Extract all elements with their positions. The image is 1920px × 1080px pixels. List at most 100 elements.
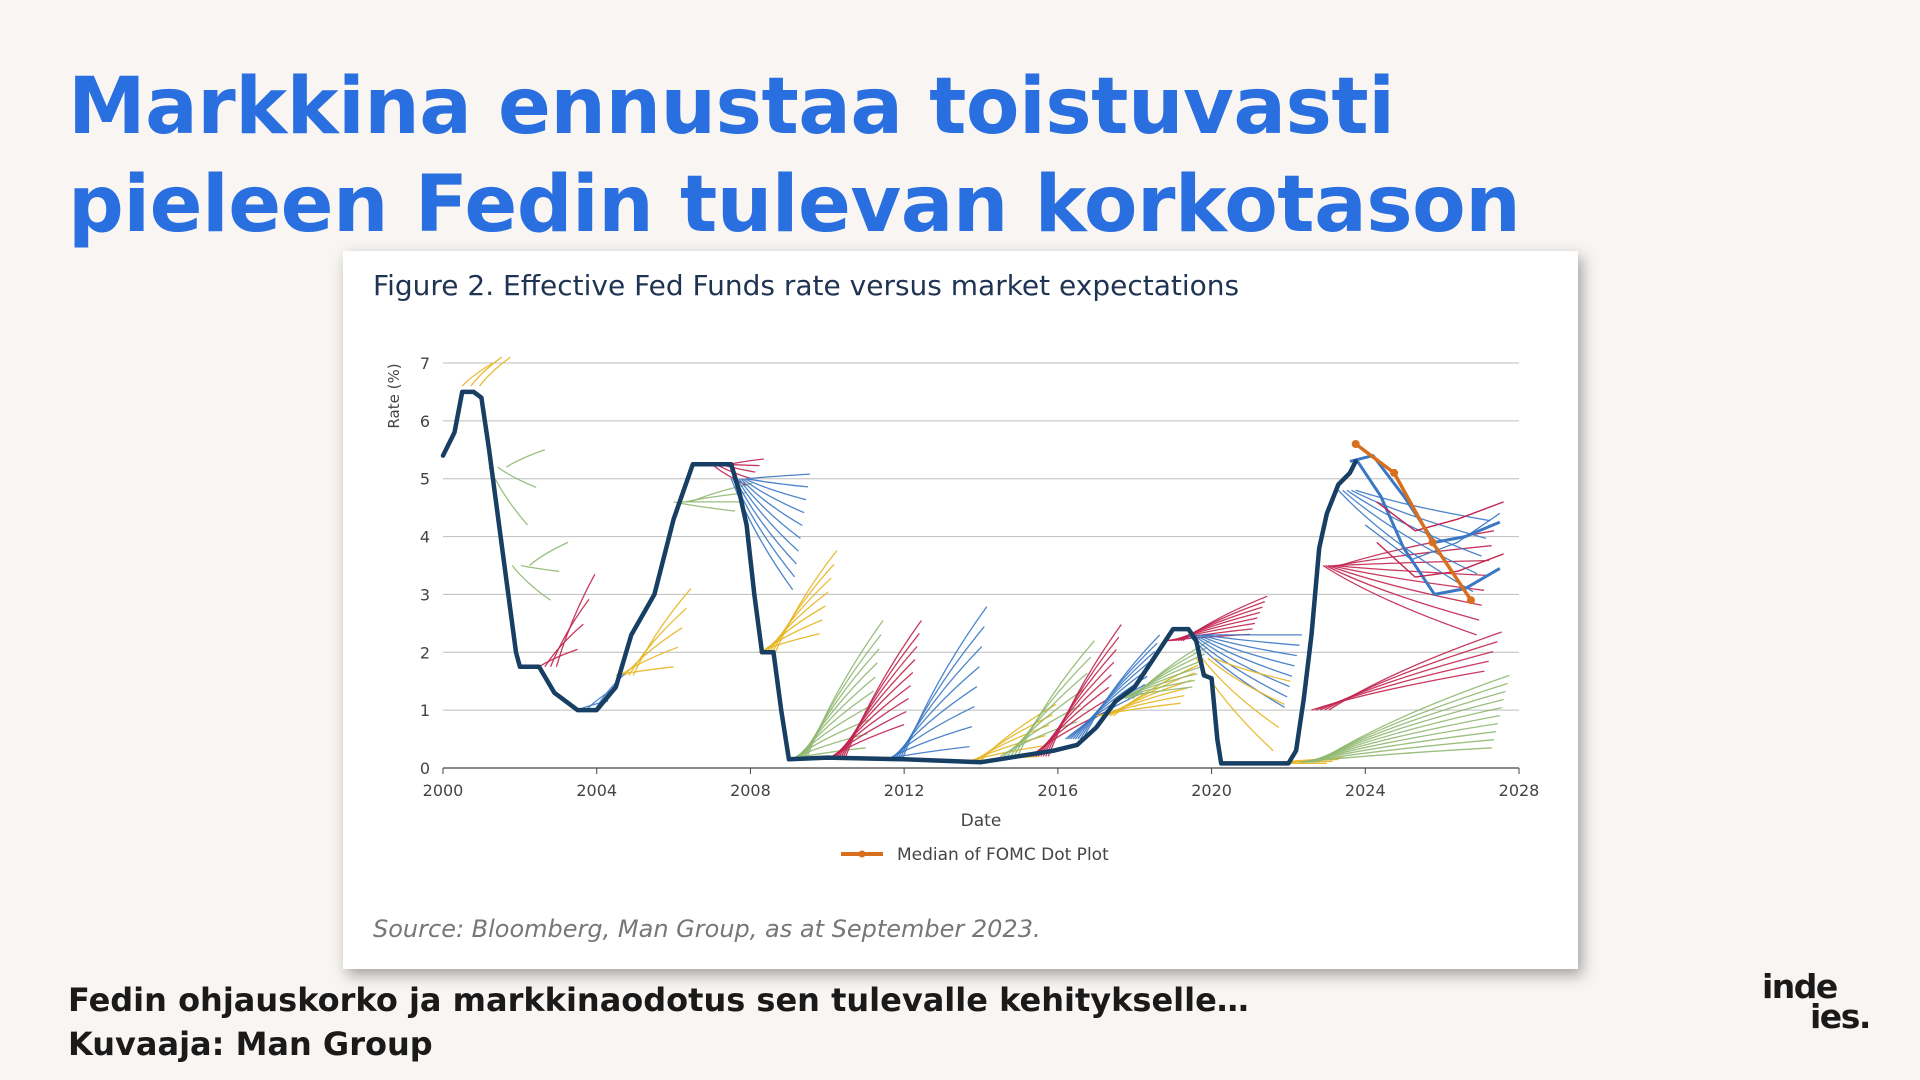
expectation-line: [549, 598, 590, 668]
y-tick-label: 1: [420, 701, 430, 720]
expectation-line: [632, 588, 692, 676]
figure-card: Figure 2. Effective Fed Funds rate versu…: [343, 251, 1578, 969]
expectation-line: [843, 620, 922, 760]
expectation-line: [1195, 657, 1274, 752]
expectation-line: [497, 466, 537, 489]
expectation-line: [1201, 657, 1280, 729]
expectation-line: [1037, 674, 1112, 757]
expectation-line: [1198, 634, 1295, 667]
y-tick-label: 2: [420, 643, 430, 662]
expectation-line: [1325, 564, 1480, 621]
logo-line-1: inde: [1762, 967, 1838, 1006]
expectation-line: [538, 648, 578, 668]
expectation-line: [478, 356, 511, 387]
expectation-line: [619, 646, 679, 676]
expectation-line: [1328, 631, 1502, 711]
caption-line-2: Kuvaaja: Man Group: [68, 1025, 433, 1063]
expectation-line: [801, 648, 880, 760]
expectation-line: [1335, 559, 1490, 567]
y-tick-label: 3: [420, 585, 430, 604]
y-tick-label: 5: [420, 470, 430, 489]
expectation-line: [1203, 634, 1300, 646]
expectation-line: [544, 623, 584, 668]
expectation-line: [461, 362, 494, 387]
expectation-line: [771, 563, 835, 653]
expectation-line: [1125, 659, 1203, 700]
expectation-line: [624, 627, 683, 676]
legend-marker-fomc: [858, 850, 866, 858]
x-axis-label: Date: [961, 811, 1002, 831]
y-tick-label: 0: [420, 759, 430, 778]
expectation-line: [1213, 657, 1291, 682]
expectation-line: [774, 550, 838, 653]
expectation-curve: [1356, 460, 1501, 596]
fomc-median-point: [1428, 538, 1437, 547]
expectation-line: [744, 478, 807, 501]
slide-title-line-1: Markkina ennustaa toistuvasti: [68, 62, 1395, 152]
x-tick-label: 2028: [1499, 781, 1540, 800]
expectation-line: [835, 672, 914, 760]
expectation-line: [1315, 660, 1489, 711]
chart: 0 1 2 3 4 5 6 7 2000 2004 2008 2012 2016 2020 2024 2028…: [385, 354, 1540, 865]
expectation-line: [1200, 634, 1298, 657]
fomc-median-point: [1351, 440, 1360, 448]
expectation-line: [1010, 672, 1088, 757]
expectation-line: [1016, 640, 1095, 757]
expectation-curve: [1376, 501, 1504, 532]
expectation-line: [799, 662, 878, 760]
expectation-line: [1040, 661, 1115, 757]
logo-line-2: ies.: [1810, 997, 1871, 1036]
expectation-line: [730, 478, 794, 591]
expectation-line: [760, 619, 823, 653]
expectation-line: [529, 541, 569, 566]
expectation-line: [1072, 667, 1151, 740]
main-series: [440, 389, 1475, 766]
expectation-line: [1337, 545, 1492, 567]
expectation-line: [978, 703, 1057, 763]
expectation-line: [1074, 659, 1153, 740]
expectation-line: [628, 607, 687, 676]
expectation-line: [1193, 634, 1290, 688]
effective-rate-line: [440, 389, 1358, 766]
expectation-line: [1316, 674, 1510, 763]
expectation-line: [511, 565, 551, 601]
slide-title-line-2: pieleen Fedin tulevan korkotason: [68, 160, 1521, 250]
x-tick-label: 2012: [884, 781, 925, 800]
expectation-line: [746, 478, 809, 488]
expectation-line: [763, 605, 826, 653]
expectation-line: [833, 685, 911, 760]
expectation-line: [803, 634, 882, 760]
figure-title: Figure 2. Effective Fed Funds rate versu…: [373, 269, 1240, 302]
axis-ticks: 0 1 2 3 4 5 6 7 2000 2004 2008 2012 2016 2020 2024 2028: [420, 354, 1540, 800]
expectation-line: [1127, 653, 1205, 700]
expectation-line: [766, 591, 829, 653]
legend: Median of FOMC Dot Plot: [841, 845, 1109, 865]
fomc-median-point: [1466, 596, 1475, 605]
y-tick-label: 7: [420, 354, 430, 373]
slide-title: Markkina ennustaa toistuvasti pieleen Fe…: [68, 58, 1521, 254]
expectation-line: [1342, 489, 1478, 575]
expectation-line: [1047, 624, 1122, 757]
slide-caption: Fedin ohjauskorko ja markkinaodotus sen …: [68, 978, 1249, 1066]
expectation-line: [1319, 650, 1494, 711]
grid-lines: [443, 362, 1519, 711]
expectation-line: [901, 606, 988, 760]
expectation-line: [1322, 564, 1477, 636]
expectation-curve: [1364, 512, 1501, 561]
expectation-line: [615, 666, 674, 677]
expectation-line: [899, 626, 985, 760]
expectation-line: [673, 501, 736, 512]
expectation-line: [894, 666, 980, 760]
expectation-line: [470, 356, 502, 387]
expectation-line: [797, 676, 876, 760]
expectation-curve: [1376, 541, 1504, 578]
expectation-line: [740, 478, 803, 527]
expectation-line: [1337, 489, 1474, 593]
expectation-line: [769, 577, 832, 653]
expectation-line: [1332, 564, 1487, 577]
expectation-line: [896, 646, 983, 760]
expectation-line: [742, 478, 805, 514]
expectation-line: [1106, 679, 1192, 717]
expectation-line: [1195, 634, 1293, 677]
expectation-line: [1082, 634, 1161, 740]
